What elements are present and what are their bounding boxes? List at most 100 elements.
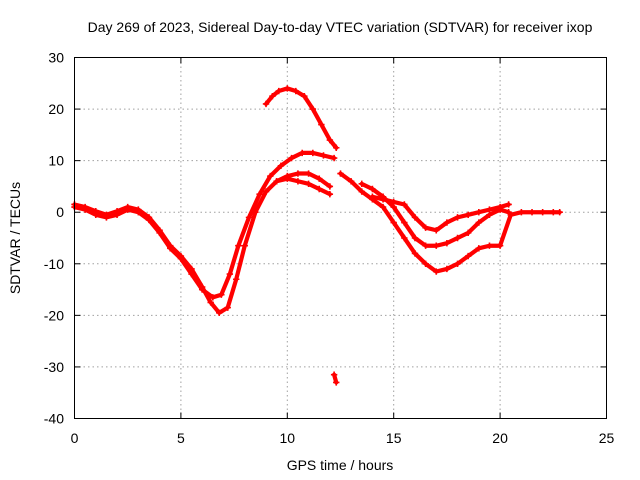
data-point [262,100,270,108]
x-axis-label: GPS time / hours [287,457,394,473]
data-point [486,242,493,249]
data-point [401,201,408,208]
data-point [539,209,546,216]
data-point [198,286,206,293]
data-point [454,234,461,242]
data-point [326,183,334,190]
data-point [267,172,274,180]
data-point [505,201,512,208]
x-tick-label: 20 [492,430,508,446]
data-point [337,170,344,177]
x-tick-label: 0 [71,430,79,446]
plot-frame [74,57,607,419]
y-tick-label: -20 [44,307,64,323]
data-point [135,209,142,216]
data-point [443,265,451,273]
data-point [390,198,397,206]
series-track-f [337,170,563,275]
data-point [241,242,248,249]
data-point [496,203,504,211]
data-point [330,371,338,378]
data-point [518,209,525,216]
data-point [235,242,242,249]
data-point [262,188,270,195]
x-tick-label: 15 [386,430,402,446]
data-point [309,149,317,157]
data-point [358,180,365,188]
y-tick-label: 30 [48,50,64,66]
data-point [294,170,302,177]
y-tick-label: 0 [56,204,64,220]
series-trace [263,86,339,150]
data-point [464,252,472,260]
data-point [316,185,323,193]
data-point [177,255,185,262]
data-point [256,190,263,198]
data-point [347,178,355,185]
data-point [277,162,285,169]
data-point [245,214,253,221]
series-track-a [71,175,334,316]
data-point [188,270,195,278]
data-point [284,172,291,180]
y-axis-label: SDTVAR / TECUs [7,182,23,294]
series-trace [274,171,332,189]
data-point [273,178,280,185]
x-tick-label: 10 [280,430,296,446]
axis-ticks [74,57,607,419]
data-point [528,209,536,216]
data-point [305,170,312,177]
data-point [411,250,419,257]
data-point [443,219,451,226]
data-point [454,214,461,221]
data-point [269,92,276,100]
series-trace [338,171,562,274]
series-track-c [262,85,340,151]
data-point [113,211,121,218]
data-point [316,175,323,182]
series-track-g [358,180,512,249]
data-point [464,229,472,237]
data-point [224,304,231,311]
y-tick-label: 20 [48,101,64,117]
data-point [218,291,225,298]
data-point [284,85,291,92]
data-point [422,242,429,249]
data-point [92,211,99,218]
data-point [550,209,557,216]
grid [74,57,607,419]
data-point [145,216,153,224]
data-point [475,209,483,216]
data-point [369,185,376,193]
data-point [433,227,440,234]
series-track-b [71,149,338,301]
data-point [401,219,408,226]
data-point [209,294,217,301]
series-track-d [273,170,334,190]
y-tick-label: -10 [44,256,64,272]
data-point [379,196,387,203]
data-point [318,121,325,128]
data-point [390,219,397,226]
series-layer [71,85,563,386]
data-point [288,154,295,162]
data-point [358,188,365,195]
data-point [475,219,483,226]
data-point [81,206,89,213]
series-trace [72,150,337,300]
data-point [167,245,174,252]
series-track-h [369,193,512,234]
data-point [401,234,408,242]
data-point [411,214,419,221]
data-point [496,242,504,249]
data-point [301,92,308,100]
data-point [556,209,563,216]
data-point [443,239,451,247]
data-point [226,270,234,278]
data-point [298,149,306,157]
data-point [326,190,334,198]
data-point [326,136,334,144]
x-tick-label: 25 [599,430,615,446]
data-point [216,309,223,316]
